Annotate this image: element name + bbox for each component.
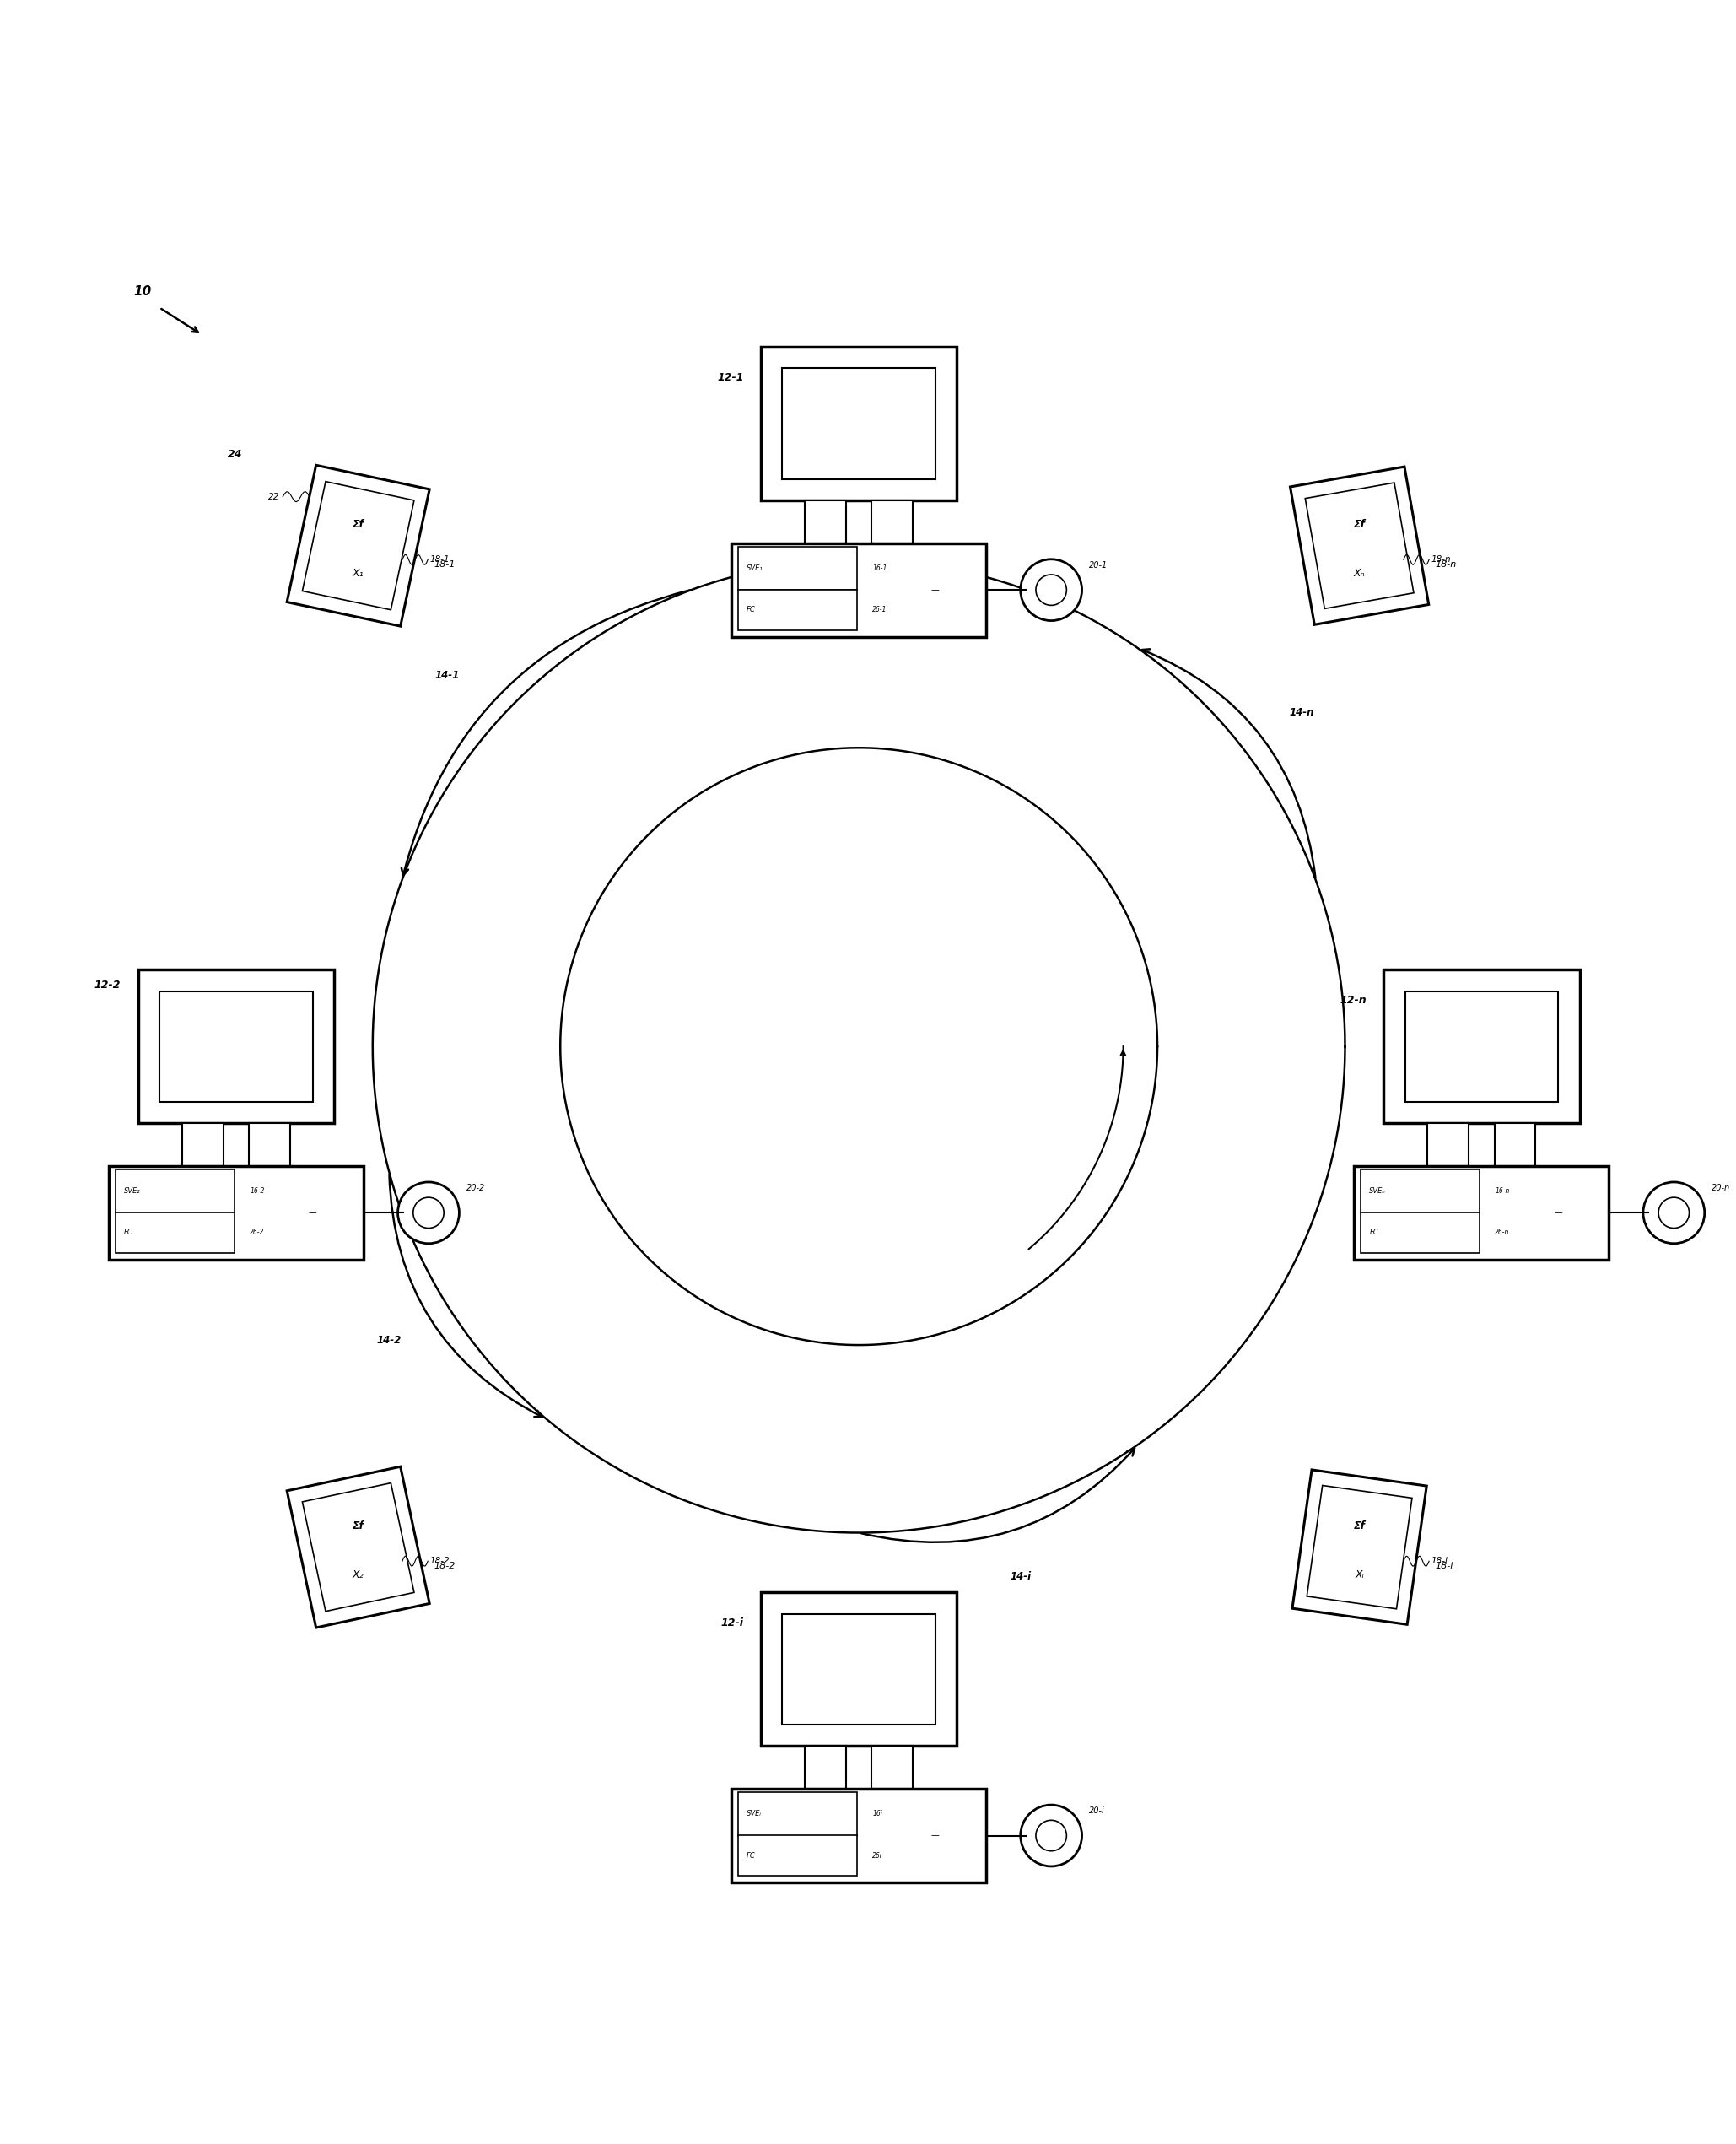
Text: —: —: [930, 585, 939, 594]
Text: 26-2: 26-2: [250, 1229, 264, 1237]
Text: SVE₂: SVE₂: [123, 1188, 141, 1194]
Bar: [1290, 467, 1429, 624]
Text: 16-1: 16-1: [873, 564, 887, 572]
Bar: [1354, 1166, 1609, 1261]
Bar: [871, 1745, 913, 1788]
Circle shape: [398, 1181, 460, 1244]
Text: 20-i: 20-i: [1088, 1807, 1104, 1816]
Bar: [783, 1614, 936, 1724]
Bar: [160, 991, 312, 1102]
Text: 18-2: 18-2: [431, 1557, 450, 1565]
Bar: [1305, 482, 1413, 609]
Text: FC: FC: [1370, 1229, 1378, 1237]
Text: 14-2: 14-2: [377, 1336, 401, 1346]
Circle shape: [1036, 575, 1066, 605]
Circle shape: [1036, 1820, 1066, 1850]
Text: 16-2: 16-2: [250, 1188, 264, 1194]
Text: 26-1: 26-1: [873, 607, 887, 613]
Text: 18-1: 18-1: [431, 555, 450, 564]
Bar: [760, 347, 957, 500]
Bar: [806, 500, 845, 542]
Text: SVEₙ: SVEₙ: [1370, 1188, 1385, 1194]
Text: Σf: Σf: [1354, 519, 1364, 530]
Bar: [731, 542, 986, 637]
Text: SVE₁: SVE₁: [746, 564, 764, 572]
Text: FC: FC: [746, 607, 755, 613]
Bar: [738, 1792, 858, 1835]
Text: X₁: X₁: [352, 568, 365, 579]
Bar: [871, 500, 913, 542]
Bar: [1307, 1486, 1411, 1608]
Text: Xᵢ: Xᵢ: [1354, 1569, 1364, 1580]
Bar: [302, 482, 415, 609]
Bar: [286, 1466, 429, 1627]
Bar: [116, 1171, 234, 1214]
Text: FC: FC: [746, 1852, 755, 1859]
Bar: [302, 1484, 415, 1612]
Bar: [1404, 991, 1557, 1102]
Circle shape: [1021, 1805, 1082, 1865]
Text: Xₙ: Xₙ: [1354, 568, 1364, 579]
Circle shape: [413, 1196, 444, 1229]
Text: —: —: [1554, 1209, 1562, 1218]
Text: 14-n: 14-n: [1290, 708, 1314, 718]
Text: 18-n: 18-n: [1436, 560, 1457, 568]
Text: 18-2: 18-2: [434, 1561, 455, 1569]
Bar: [1495, 1123, 1535, 1166]
Bar: [139, 969, 335, 1123]
Bar: [806, 1745, 845, 1788]
Text: 12-2: 12-2: [94, 980, 122, 991]
Bar: [1384, 969, 1580, 1123]
Text: 14-i: 14-i: [1010, 1572, 1031, 1582]
Bar: [738, 547, 858, 590]
Text: Figure 1: Figure 1: [809, 1863, 908, 1885]
Text: 12-1: 12-1: [717, 373, 743, 384]
Bar: [109, 1166, 363, 1261]
Text: 20-2: 20-2: [465, 1183, 484, 1192]
Bar: [738, 1835, 858, 1876]
Circle shape: [1658, 1196, 1689, 1229]
Bar: [116, 1214, 234, 1252]
Text: —: —: [309, 1209, 318, 1218]
Circle shape: [1021, 560, 1082, 620]
Bar: [1361, 1171, 1479, 1214]
Text: 14-1: 14-1: [434, 669, 458, 682]
Text: X₂: X₂: [352, 1569, 365, 1580]
Bar: [248, 1123, 290, 1166]
Text: 18-i: 18-i: [1432, 1557, 1448, 1565]
Text: 10: 10: [134, 285, 151, 298]
Text: 22: 22: [267, 493, 279, 502]
Bar: [286, 465, 429, 626]
Text: FC: FC: [123, 1229, 134, 1237]
Bar: [1427, 1123, 1469, 1166]
Circle shape: [1644, 1181, 1705, 1244]
Text: Σf: Σf: [352, 519, 365, 530]
Text: 20-n: 20-n: [1712, 1183, 1731, 1192]
Text: 16-n: 16-n: [1495, 1188, 1510, 1194]
Bar: [1361, 1214, 1479, 1252]
Text: 26-n: 26-n: [1495, 1229, 1510, 1237]
Text: 12-i: 12-i: [720, 1619, 743, 1629]
Text: 18-1: 18-1: [434, 560, 455, 568]
Bar: [1292, 1471, 1427, 1625]
Bar: [738, 590, 858, 630]
Text: —: —: [930, 1831, 939, 1840]
Text: 16i: 16i: [873, 1810, 882, 1818]
Text: 18-i: 18-i: [1436, 1561, 1453, 1569]
Bar: [760, 1593, 957, 1745]
Text: 20-1: 20-1: [1088, 562, 1108, 570]
Text: SVEᵢ: SVEᵢ: [746, 1810, 762, 1818]
Text: Σf: Σf: [352, 1520, 365, 1531]
Text: 12-n: 12-n: [1340, 995, 1366, 1006]
Bar: [182, 1123, 224, 1166]
Bar: [731, 1788, 986, 1882]
Text: Σf: Σf: [1354, 1520, 1364, 1531]
Bar: [783, 369, 936, 478]
Text: 26i: 26i: [873, 1852, 882, 1859]
Text: 24: 24: [227, 450, 243, 461]
Text: 18-n: 18-n: [1432, 555, 1451, 564]
